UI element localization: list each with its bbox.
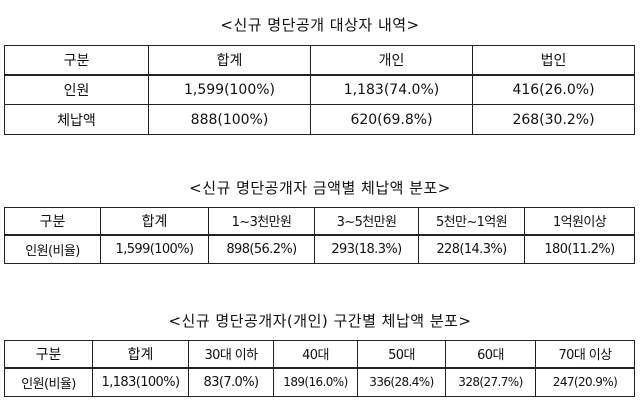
- table-row: 인원(비율) 1,183(100%) 83(7.0%) 189(16.0%) 3…: [4, 367, 635, 397]
- header-cell: 30대 이하: [188, 340, 274, 369]
- header-cell: 구분: [4, 340, 93, 369]
- table-row: 체납액 888(100%) 620(69.8%) 268(30.2%): [4, 104, 635, 135]
- header-cell: 60대: [445, 340, 536, 369]
- table-cell: 1,599(100%): [148, 74, 311, 105]
- section3-table: 구분 합계 30대 이하 40대 50대 60대 70대 이상 인원(비율) 1…: [4, 340, 635, 397]
- header-cell: 구분: [4, 45, 149, 76]
- section3-title: <신규 명단공개자(개인) 구간별 체납액 분포>: [168, 312, 472, 330]
- table-cell: 247(20.9%): [535, 367, 635, 397]
- header-cell: 70대 이상: [535, 340, 635, 369]
- table-cell: 1,599(100%): [100, 234, 209, 264]
- header-cell: 5천만~1억원: [418, 207, 525, 236]
- header-cell: 개인: [310, 45, 473, 76]
- header-cell: 1억원이상: [524, 207, 635, 236]
- table-cell: 189(16.0%): [273, 367, 358, 397]
- table-cell: 228(14.3%): [418, 234, 525, 264]
- header-cell: 50대: [357, 340, 446, 369]
- header-cell: 합계: [92, 340, 189, 369]
- table-cell: 180(11.2%): [524, 234, 635, 264]
- row-label: 인원: [4, 74, 149, 105]
- table-cell: 83(7.0%): [188, 367, 274, 397]
- table-cell: 328(27.7%): [445, 367, 536, 397]
- table-cell: 293(18.3%): [314, 234, 419, 264]
- header-cell: 합계: [100, 207, 209, 236]
- header-cell: 법인: [472, 45, 635, 76]
- header-cell: 40대: [273, 340, 358, 369]
- table-cell: 416(26.0%): [472, 74, 635, 105]
- table-row: 인원 1,599(100%) 1,183(74.0%) 416(26.0%): [4, 74, 635, 105]
- header-cell: 구분: [4, 207, 101, 236]
- table-row: 인원(비율) 1,599(100%) 898(56.2%) 293(18.3%)…: [4, 234, 635, 264]
- section1-table: 구분 합계 개인 법인 인원 1,599(100%) 1,183(74.0%) …: [4, 45, 635, 135]
- table-cell: 898(56.2%): [208, 234, 315, 264]
- table-header-row: 구분 합계 1~3천만원 3~5천만원 5천만~1억원 1억원이상: [4, 207, 635, 236]
- section1-title: <신규 명단공개 대상자 내역>: [220, 16, 420, 34]
- row-label: 인원(비율): [4, 234, 101, 264]
- table-header-row: 구분 합계 30대 이하 40대 50대 60대 70대 이상: [4, 340, 635, 369]
- table-cell: 620(69.8%): [310, 104, 473, 135]
- table-header-row: 구분 합계 개인 법인: [4, 45, 635, 76]
- table-cell: 888(100%): [148, 104, 311, 135]
- table-cell: 336(28.4%): [357, 367, 446, 397]
- section2-table: 구분 합계 1~3천만원 3~5천만원 5천만~1억원 1억원이상 인원(비율)…: [4, 207, 635, 264]
- table-cell: 1,183(74.0%): [310, 74, 473, 105]
- section2-title: <신규 명단공개자 금액별 체납액 분포>: [189, 179, 451, 197]
- table-cell: 1,183(100%): [92, 367, 189, 397]
- table-cell: 268(30.2%): [472, 104, 635, 135]
- row-label: 인원(비율): [4, 367, 93, 397]
- header-cell: 합계: [148, 45, 311, 76]
- row-label: 체납액: [4, 104, 149, 135]
- header-cell: 3~5천만원: [314, 207, 419, 236]
- header-cell: 1~3천만원: [208, 207, 315, 236]
